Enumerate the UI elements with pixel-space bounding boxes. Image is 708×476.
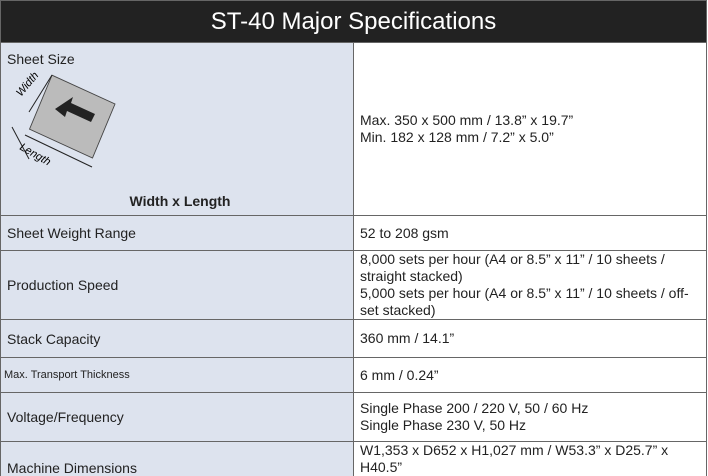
value-line: Max. 350 x 500 mm / 13.8” x 19.7” [360,112,574,128]
spec-row: Max. Transport Thickness 6 mm / 0.24” [0,357,707,393]
sheet-diagram: Width Length [11,70,116,168]
table-title: ST-40 Major Specifications [0,0,707,43]
row-label: Max. Transport Thickness [0,357,354,393]
spec-row: Production Speed 8,000 sets per hour (A4 … [0,250,707,320]
row-label: Voltage/Frequency [0,392,354,442]
value-line: 52 to 208 gsm [360,224,449,241]
value-line: W1,353 x D652 x H1,027 mm / W53.3” x D25… [360,442,669,475]
spec-row: Voltage/Frequency Single Phase 200 / 220 … [0,392,707,442]
row-label: Machine Dimensions [0,441,354,476]
value-cell: 8,000 sets per hour (A4 or 8.5” x 11” / … [353,250,707,320]
spec-row: Stack Capacity 360 mm / 14.1” [0,319,707,358]
diagram-caption: Width x Length [129,193,231,209]
width-label: Width [14,70,41,99]
label-cell: Sheet Size Width Length Width x Length [0,42,354,216]
value-line: 6 mm / 0.24” [360,366,439,383]
value-cell: W1,353 x D652 x H1,027 mm / W53.3” x D25… [353,441,707,476]
value-line: Single Phase 200 / 220 V, 50 / 60 Hz [360,400,589,416]
value-cell: 360 mm / 14.1” [353,319,707,358]
row-label: Sheet Size [7,51,75,67]
row-label: Sheet Weight Range [0,215,354,251]
value-line: 8,000 sets per hour (A4 or 8.5” x 11” / … [360,251,665,284]
value-cell: 6 mm / 0.24” [353,357,707,393]
spec-row: Sheet Weight Range 52 to 208 gsm [0,215,707,251]
spec-row: Machine Dimensions W1,353 x D652 x H1,027… [0,441,707,476]
value-line: 5,000 sets per hour (A4 or 8.5” x 11” / … [360,285,689,318]
row-label: Stack Capacity [0,319,354,358]
value-cell: Max. 350 x 500 mm / 13.8” x 19.7” Min. 18… [353,42,707,216]
value-cell: 52 to 208 gsm [353,215,707,251]
value-cell: Single Phase 200 / 220 V, 50 / 60 Hz Sing… [353,392,707,442]
value-line: Min. 182 x 128 mm / 7.2” x 5.0” [360,129,554,145]
value-line: Single Phase 230 V, 50 Hz [360,417,527,433]
value-line: 360 mm / 14.1” [360,330,455,346]
row-label: Production Speed [0,250,354,320]
